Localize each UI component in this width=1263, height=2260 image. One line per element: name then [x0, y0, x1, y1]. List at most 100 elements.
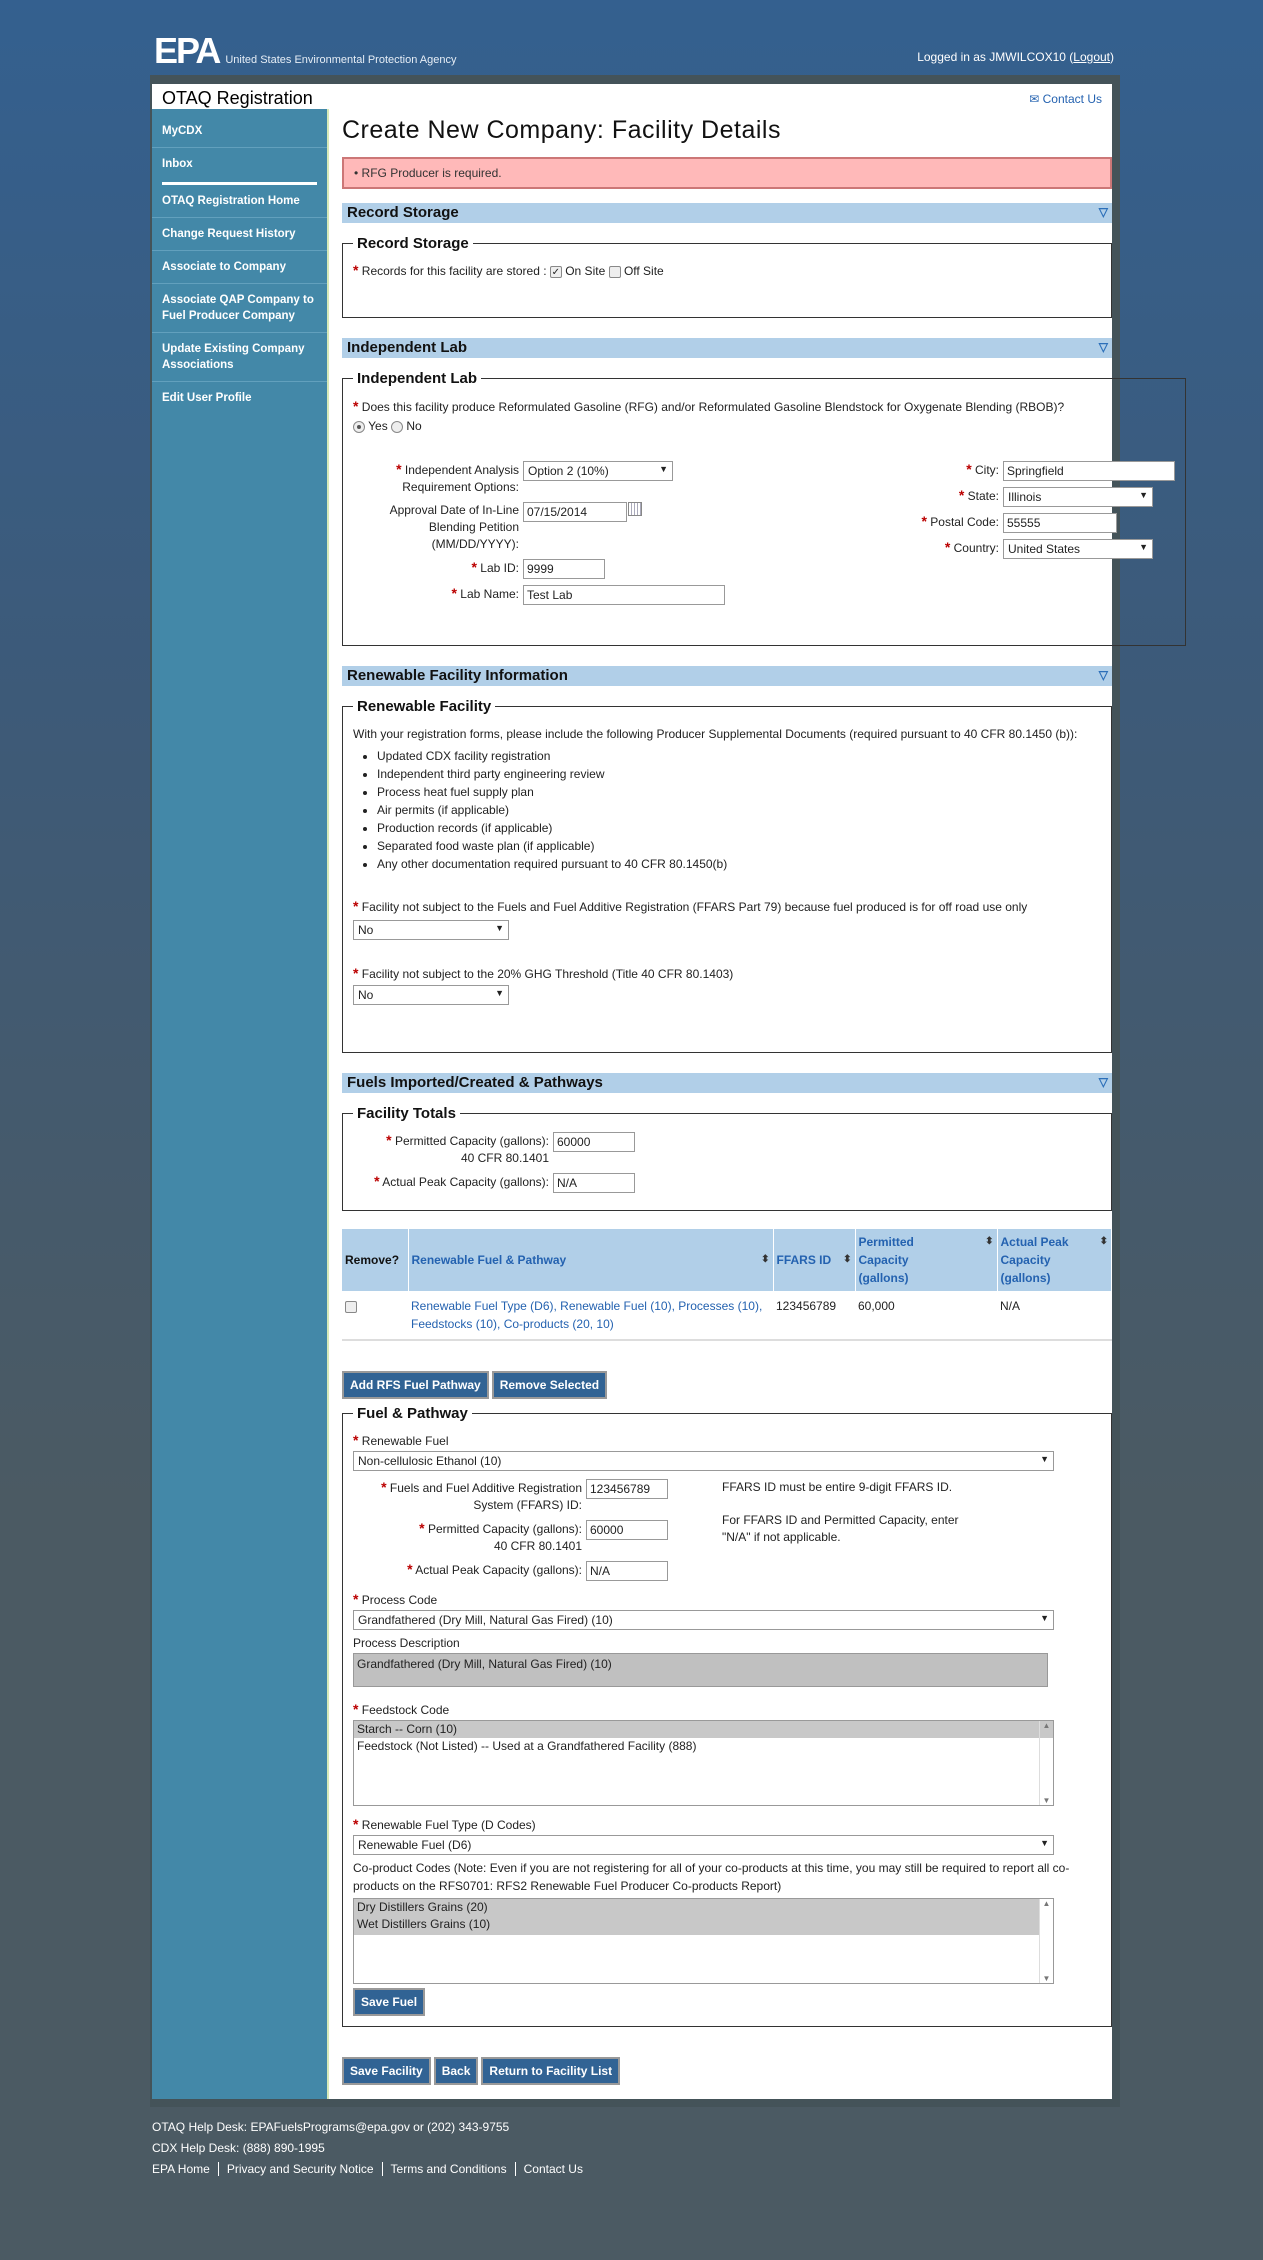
approval-date-input[interactable]: 07/15/2014 — [523, 502, 627, 522]
logged-in-text: Logged in as JMWILCOX10 — [917, 50, 1066, 64]
epa-logo[interactable]: EPA United States Environmental Protectio… — [154, 33, 457, 69]
lab-name-input[interactable]: Test Lab — [523, 585, 725, 605]
sidebar-item-mycdx[interactable]: MyCDX — [152, 115, 327, 148]
footer-link-privacy[interactable]: Privacy and Security Notice — [217, 2162, 382, 2176]
collapse-icon[interactable]: ▽ — [1098, 340, 1108, 354]
list-item: Updated CDX facility registration — [377, 747, 1101, 765]
docs-intro: With your registration forms, please inc… — [353, 727, 1078, 741]
calendar-icon[interactable] — [628, 502, 642, 516]
return-facility-list-button[interactable]: Return to Facility List — [481, 2057, 621, 2085]
dcode-label: Renewable Fuel Type (D Codes) — [361, 1818, 536, 1832]
sort-icon[interactable]: ⬍ — [1099, 1236, 1108, 1247]
state-select[interactable]: Illinois ▼ — [1003, 487, 1153, 507]
section-header-record-storage[interactable]: Record Storage ▽ — [342, 203, 1112, 223]
section-header-fuels[interactable]: Fuels Imported/Created & Pathways ▽ — [342, 1073, 1112, 1093]
process-select[interactable]: Grandfathered (Dry Mill, Natural Gas Fir… — [353, 1610, 1054, 1630]
col-label: Renewable Fuel & Pathway — [411, 1253, 567, 1267]
section-header-renewable[interactable]: Renewable Facility Information ▽ — [342, 666, 1112, 686]
peak-input[interactable]: N/A — [553, 1173, 635, 1193]
sidebar: MyCDX Inbox OTAQ Registration Home Chang… — [152, 109, 329, 2099]
collapse-icon[interactable]: ▽ — [1098, 668, 1108, 682]
permitted-input[interactable]: 60000 — [553, 1132, 635, 1152]
add-pathway-button[interactable]: Add RFS Fuel Pathway — [342, 1371, 489, 1399]
sidebar-item-update-associations[interactable]: Update Existing Company Associations — [152, 333, 327, 382]
permitted-cell: 60,000 — [855, 1291, 997, 1341]
on-site-checkbox[interactable]: ✓ — [549, 265, 562, 278]
required-icon: * — [353, 1591, 359, 1607]
app-title: OTAQ Registration — [162, 88, 313, 108]
footer-link-contact[interactable]: Contact Us — [514, 2162, 591, 2176]
error-message: • RFG Producer is required. — [342, 157, 1112, 189]
sidebar-item-home[interactable]: OTAQ Registration Home — [152, 185, 327, 218]
coproduct-option[interactable]: Wet Distillers Grains (10) — [357, 1917, 491, 1931]
section-header-independent-lab[interactable]: Independent Lab ▽ — [342, 338, 1112, 358]
dropdown-arrow-icon: ▼ — [1139, 542, 1148, 552]
postal-input[interactable]: 55555 — [1003, 513, 1117, 533]
login-status: Logged in as JMWILCOX10 (Logout) — [917, 50, 1114, 64]
dropdown-arrow-icon: ▼ — [1040, 1838, 1049, 1848]
col-permitted[interactable]: ⬍ Permitted Capacity (gallons) — [855, 1229, 998, 1291]
lab-id-input[interactable]: 9999 — [523, 559, 605, 579]
city-input[interactable]: Springfield — [1003, 461, 1175, 481]
footer-link-epa-home[interactable]: EPA Home — [152, 2162, 210, 2176]
save-facility-button[interactable]: Save Facility — [342, 2057, 431, 2085]
dropdown-arrow-icon: ▼ — [495, 988, 504, 998]
coproduct-option[interactable]: Dry Distillers Grains (20) — [357, 1900, 488, 1914]
sort-icon[interactable]: ⬍ — [843, 1254, 852, 1265]
yes-radio[interactable] — [353, 420, 365, 433]
required-icon: * — [353, 965, 359, 981]
required-icon: * — [419, 1520, 425, 1536]
feedstock-option[interactable]: Feedstock (Not Listed) -- Used at a Gran… — [357, 1739, 697, 1753]
off-site-checkbox[interactable] — [608, 265, 621, 278]
country-value: United States — [1008, 542, 1081, 556]
col-peak[interactable]: ⬍ Actual Peak Capacity (gallons) — [997, 1229, 1112, 1291]
contact-us-link[interactable]: ✉ Contact Us — [1029, 92, 1102, 106]
lab-name-label: Lab Name: — [460, 587, 519, 601]
coproduct-listbox[interactable]: Dry Distillers Grains (20) Wet Distiller… — [353, 1898, 1054, 1984]
process-description: Grandfathered (Dry Mill, Natural Gas Fir… — [353, 1653, 1048, 1687]
country-select[interactable]: United States ▼ — [1003, 539, 1153, 559]
feedstock-option[interactable]: Starch -- Corn (10) — [354, 1721, 1053, 1738]
no-label: No — [406, 419, 422, 433]
dcode-select[interactable]: Renewable Fuel (D6) ▼ — [353, 1835, 1054, 1855]
required-icon: * — [353, 1816, 359, 1832]
ffars-select[interactable]: No ▼ — [353, 920, 509, 940]
sidebar-item-inbox[interactable]: Inbox — [162, 158, 193, 170]
col-ffars[interactable]: ⬍ FFARS ID — [773, 1229, 856, 1291]
fieldset-legend: Record Storage — [357, 235, 469, 252]
ffars-cell: 123456789 — [773, 1291, 855, 1341]
sort-icon[interactable]: ⬍ — [985, 1236, 994, 1247]
remove-selected-button[interactable]: Remove Selected — [491, 1371, 608, 1399]
country-label: Country: — [953, 541, 999, 555]
sidebar-item-associate-qap[interactable]: Associate QAP Company to Fuel Producer C… — [152, 284, 327, 333]
collapse-icon[interactable]: ▽ — [1098, 205, 1108, 219]
approval-label: Approval Date of In-Line Blending Petiti… — [389, 503, 519, 551]
ffars-input[interactable]: 123456789 — [586, 1479, 668, 1499]
ghg-question: Facility not subject to the 20% GHG Thre… — [361, 967, 734, 981]
pathway-link[interactable]: Renewable Fuel Type (D6), Renewable Fuel… — [408, 1291, 773, 1341]
list-item: Independent third party engineering revi… — [377, 765, 1101, 783]
fuel-select[interactable]: Non-cellulosic Ethanol (10) ▼ — [353, 1451, 1054, 1471]
scrollbar[interactable]: ▲ ▼ — [1039, 1721, 1053, 1805]
main-content: Create New Company: Facility Details • R… — [342, 84, 1186, 2085]
remove-checkbox[interactable] — [345, 1300, 357, 1313]
analysis-select[interactable]: Option 2 (10%) ▼ — [523, 461, 673, 481]
save-fuel-button[interactable]: Save Fuel — [353, 1988, 426, 2016]
permitted-input[interactable]: 60000 — [586, 1520, 668, 1540]
footer-link-terms[interactable]: Terms and Conditions — [381, 2162, 515, 2176]
sidebar-item-associate-company[interactable]: Associate to Company — [152, 251, 327, 284]
collapse-icon[interactable]: ▽ — [1098, 1075, 1108, 1089]
process-label: Process Code — [361, 1593, 438, 1607]
no-radio[interactable] — [391, 420, 404, 433]
sidebar-item-change-history[interactable]: Change Request History — [152, 218, 327, 251]
sidebar-item-edit-profile[interactable]: Edit User Profile — [162, 392, 252, 404]
ghg-select[interactable]: No ▼ — [353, 985, 509, 1005]
independent-lab-fieldset: Independent Lab * Does this facility pro… — [342, 370, 1186, 646]
col-pathway[interactable]: ⬍ Renewable Fuel & Pathway — [408, 1229, 774, 1291]
feedstock-listbox[interactable]: Starch -- Corn (10) Feedstock (Not Liste… — [353, 1720, 1054, 1806]
scrollbar[interactable]: ▲ ▼ — [1039, 1899, 1053, 1983]
back-button[interactable]: Back — [433, 2057, 479, 2085]
sort-icon[interactable]: ⬍ — [761, 1254, 770, 1265]
peak-input[interactable]: N/A — [586, 1561, 668, 1581]
logout-link[interactable]: Logout — [1073, 50, 1110, 64]
